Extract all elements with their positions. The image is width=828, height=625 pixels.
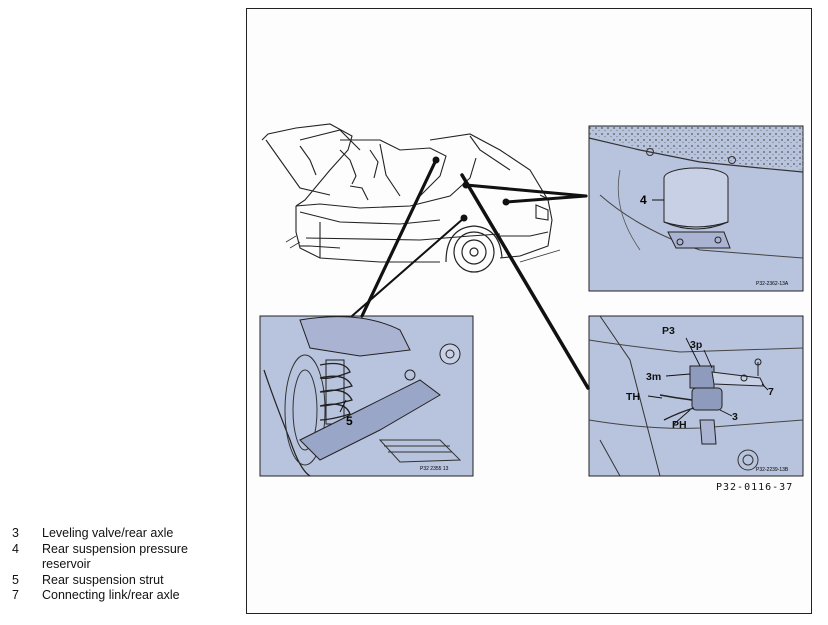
legend-item: 5 Rear suspension strut	[12, 573, 242, 589]
legend-item: 4 Rear suspension pressure reservoir	[12, 542, 242, 573]
valve-callout-7: 7	[768, 386, 774, 398]
valve-callout-3p: 3p	[690, 339, 702, 351]
strut-code: P32 2355 13	[420, 466, 449, 472]
legend-text: Connecting link/rear axle	[42, 588, 180, 602]
reservoir-code: P32-2362-13A	[756, 281, 789, 287]
valve-callout-th: TH	[626, 391, 640, 403]
valve-panel	[588, 315, 804, 477]
strut-panel	[259, 315, 474, 477]
valve-callout-ph: PH	[672, 419, 687, 431]
legend: 3 Leveling valve/rear axle 4 Rear suspen…	[12, 526, 242, 604]
legend-text: Rear suspension pressure reservoir	[42, 541, 188, 572]
legend-item: 7 Connecting link/rear axle	[12, 588, 242, 604]
legend-number: 3	[12, 526, 19, 540]
valve-code: P32-2239-13B	[756, 467, 789, 473]
rear-wheel	[445, 225, 503, 273]
valve-callout-3m: 3m	[646, 371, 661, 383]
ground-lines	[285, 235, 561, 263]
legend-number: 7	[12, 588, 19, 602]
legend-item: 3 Leveling valve/rear axle	[12, 526, 242, 542]
car-illustration	[261, 123, 553, 263]
legend-text: Leveling valve/rear axle	[42, 526, 174, 540]
legend-number: 5	[12, 572, 19, 587]
figure-reference: P32-0116-37	[716, 482, 794, 493]
leader-dots	[432, 156, 510, 222]
legend-number: 4	[12, 541, 19, 556]
diagram-frame	[246, 8, 812, 614]
valve-callouts: P3 3p 3m TH PH 3 7	[626, 325, 774, 431]
reservoir-panel	[588, 125, 804, 292]
valve-callout-3: 3	[732, 411, 738, 423]
strut-callout: 5	[346, 414, 353, 428]
valve-callout-p3: P3	[662, 325, 675, 337]
legend-text: Rear suspension strut	[42, 572, 164, 587]
reservoir-callout: 4	[640, 193, 647, 207]
leader-lines	[351, 158, 590, 390]
